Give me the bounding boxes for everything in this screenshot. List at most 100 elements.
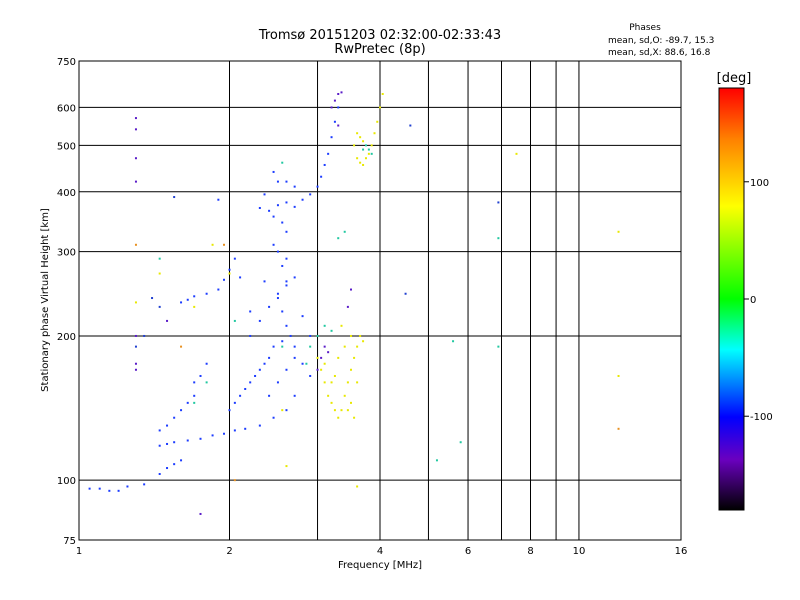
data-point — [233, 479, 236, 482]
y-tick-label: 600 — [57, 103, 76, 114]
data-point — [108, 489, 111, 492]
data-point — [285, 280, 288, 283]
data-point — [337, 106, 340, 109]
data-point — [350, 368, 353, 371]
data-point — [320, 175, 323, 178]
data-point — [379, 106, 381, 109]
data-point — [293, 356, 296, 359]
data-point — [327, 351, 330, 354]
data-point — [343, 345, 346, 348]
data-point — [309, 345, 312, 348]
data-point — [340, 409, 343, 412]
y-axis-label: Stationary phase Virtual Height [km] — [40, 208, 51, 392]
x-tick-label: 2 — [226, 546, 232, 557]
data-points — [88, 91, 620, 515]
data-point — [359, 136, 362, 139]
data-point — [158, 272, 161, 275]
data-point — [268, 356, 271, 359]
data-point — [211, 434, 214, 437]
data-point — [293, 276, 296, 279]
data-point — [373, 132, 376, 135]
data-point — [239, 394, 242, 397]
data-point — [323, 362, 326, 365]
data-point — [98, 487, 101, 490]
data-point — [268, 209, 271, 212]
data-point — [289, 334, 292, 337]
data-point — [285, 180, 288, 183]
y-tick-label: 200 — [57, 332, 76, 343]
data-point — [316, 334, 319, 337]
data-point — [362, 340, 365, 343]
data-point — [276, 297, 279, 300]
data-point — [309, 193, 312, 196]
data-point — [359, 161, 362, 164]
data-point — [276, 292, 279, 295]
data-point — [343, 394, 346, 397]
data-point — [217, 198, 220, 201]
data-point — [193, 401, 196, 404]
data-point — [88, 487, 91, 490]
data-point — [249, 381, 252, 384]
data-point — [281, 161, 284, 164]
data-point — [337, 92, 340, 95]
data-point — [126, 485, 129, 488]
data-point — [435, 459, 438, 462]
data-point — [376, 120, 379, 123]
data-point — [268, 305, 271, 308]
data-point — [337, 356, 340, 359]
y-tick-label: 500 — [57, 141, 76, 152]
y-tick-label: 750 — [57, 57, 76, 68]
data-point — [330, 106, 333, 109]
data-point — [199, 437, 202, 440]
data-point — [323, 324, 326, 327]
data-point — [134, 180, 137, 183]
data-point — [452, 340, 455, 343]
chart-title: Tromsø 20151203 02:32:00-02:33:43 — [258, 28, 501, 43]
phases-title: Phases — [629, 23, 661, 33]
data-point — [186, 439, 189, 442]
data-point — [205, 381, 208, 384]
data-point — [199, 374, 202, 377]
data-point — [285, 324, 288, 327]
data-point — [285, 368, 288, 371]
data-point — [272, 215, 275, 218]
data-point — [134, 157, 137, 160]
data-point — [258, 206, 261, 209]
data-point — [180, 459, 183, 462]
data-point — [254, 374, 257, 377]
data-point — [258, 424, 261, 427]
data-point — [272, 170, 275, 173]
data-point — [263, 362, 266, 365]
data-point — [193, 394, 196, 397]
data-point — [340, 324, 343, 327]
data-point — [353, 416, 356, 419]
data-point — [327, 152, 330, 155]
data-point — [134, 345, 137, 348]
data-point — [337, 237, 340, 240]
data-point — [309, 334, 312, 337]
data-point — [268, 394, 271, 397]
data-point — [233, 429, 236, 432]
data-point — [263, 280, 266, 283]
data-point — [158, 473, 161, 476]
data-point — [333, 409, 336, 412]
data-point — [134, 362, 137, 365]
data-point — [134, 334, 137, 337]
y-tick-label: 400 — [57, 188, 76, 199]
data-point — [217, 288, 220, 291]
data-point — [134, 117, 137, 120]
data-point — [356, 381, 359, 384]
data-point — [205, 292, 208, 295]
x-tick-label: 6 — [465, 546, 471, 557]
data-point — [330, 329, 333, 332]
data-point — [233, 401, 236, 404]
data-point — [151, 297, 154, 300]
data-point — [211, 243, 214, 246]
data-point — [346, 305, 349, 308]
data-point — [337, 124, 340, 127]
data-point — [180, 345, 183, 348]
data-point — [186, 298, 189, 301]
data-point — [305, 362, 308, 365]
data-point — [497, 345, 500, 348]
data-point — [301, 362, 304, 365]
